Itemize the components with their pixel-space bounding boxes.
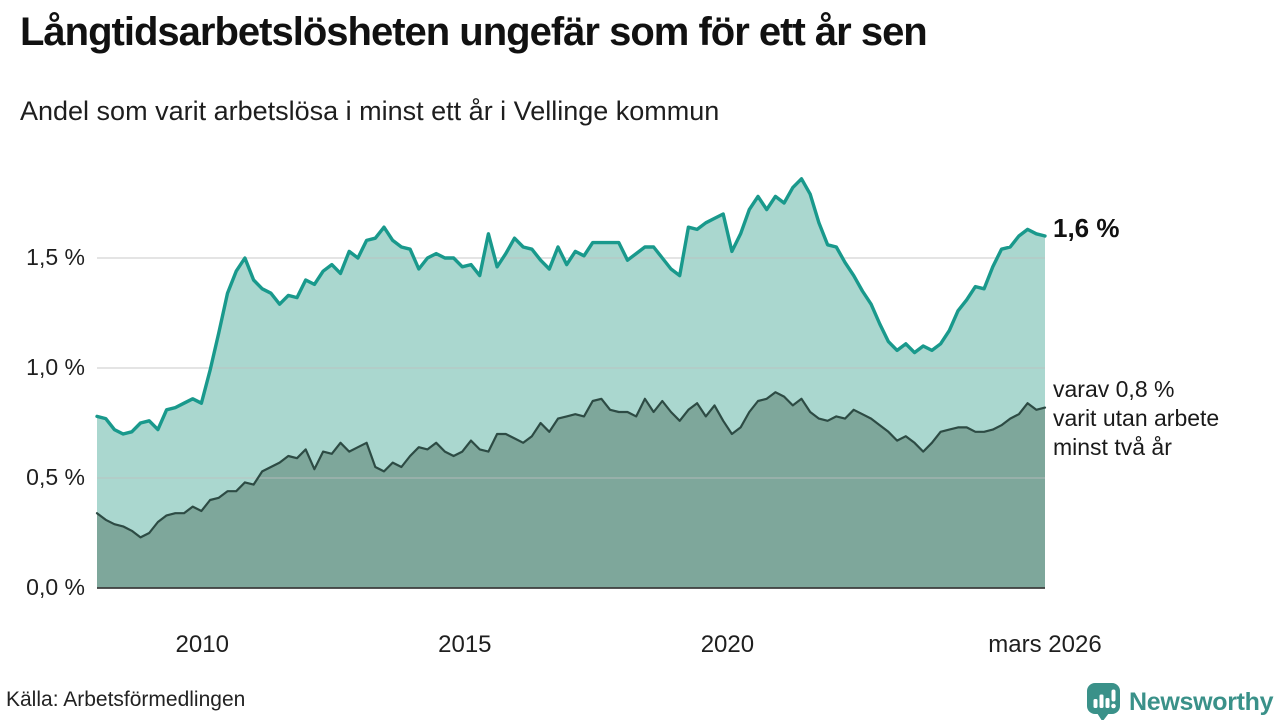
x-axis-label: 2010 xyxy=(175,631,229,658)
y-axis-label: 0,0 % xyxy=(26,574,85,600)
line-two-years xyxy=(95,391,1047,539)
secondary-series-annotation: varav 0,8 % varit utan arbete minst två … xyxy=(1053,376,1220,460)
y-axis: 0,0 % 0,5 % 1,0 % 1,5 % xyxy=(0,0,85,720)
newsworthy-logo-text: Newsworthy xyxy=(1129,687,1274,716)
line-one-year xyxy=(95,177,1047,436)
y-axis-label: 0,5 % xyxy=(26,464,85,490)
page-subtitle: Andel som varit arbetslösa i minst ett å… xyxy=(20,96,720,126)
latest-value-annotation: 1,6 % xyxy=(1053,213,1120,243)
newsworthy-logo-icon xyxy=(1087,683,1120,720)
newsworthy-logo: Newsworthy xyxy=(1086,682,1274,720)
y-axis-label: 1,0 % xyxy=(26,354,85,380)
source-note: Källa: Arbetsförmedlingen xyxy=(6,688,246,711)
y-axis-label: 1,5 % xyxy=(26,244,85,270)
area-two-years xyxy=(97,392,1045,588)
x-axis-label: 2015 xyxy=(438,631,492,658)
page-title: Långtidsarbetslösheten ungefär som för e… xyxy=(20,10,928,54)
x-axis-label: 2020 xyxy=(700,631,755,658)
x-axis-label: mars 2026 xyxy=(988,631,1102,658)
